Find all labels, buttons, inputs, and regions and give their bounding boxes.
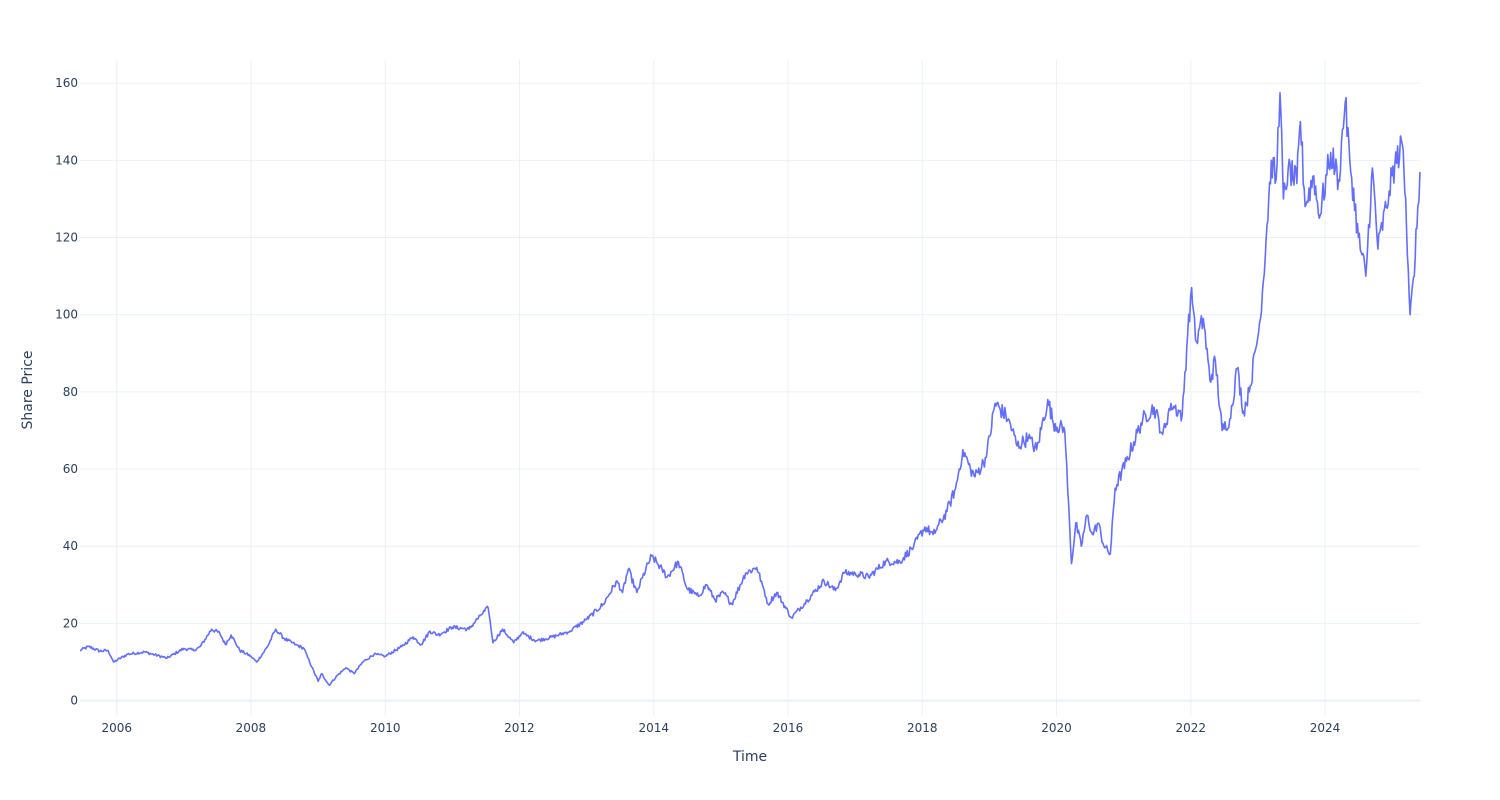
x-tick-label: 2012 — [504, 721, 535, 735]
x-tick-label: 2024 — [1310, 721, 1341, 735]
x-axis-title: Time — [732, 749, 767, 765]
price-series-line — [79, 92, 1421, 686]
y-tick-label: 60 — [63, 462, 78, 476]
x-tick-label: 2006 — [101, 721, 132, 735]
x-tick-label: 2008 — [236, 721, 267, 735]
y-axis-ticks: 0 20 40 60 80 100 120 140 160 — [55, 76, 78, 707]
y-tick-label: 140 — [55, 153, 78, 167]
x-axis-ticks: 2006 2008 2010 2012 2014 2016 2018 2020 2022 2024 — [101, 721, 1340, 735]
y-tick-label: 100 — [55, 308, 78, 322]
series-layer — [79, 92, 1421, 686]
y-tick-label: 160 — [55, 76, 78, 90]
x-tick-label: 2018 — [907, 721, 938, 735]
grid — [80, 60, 1420, 716]
y-axis-title: Share Price — [20, 350, 36, 429]
x-tick-label: 2016 — [773, 721, 804, 735]
y-tick-label: 80 — [63, 385, 78, 399]
x-tick-label: 2020 — [1041, 721, 1072, 735]
x-tick-label: 2010 — [370, 721, 401, 735]
y-tick-label: 120 — [55, 231, 78, 245]
y-tick-label: 0 — [70, 694, 78, 708]
y-tick-label: 20 — [63, 616, 78, 630]
x-tick-label: 2014 — [639, 721, 670, 735]
x-tick-label: 2022 — [1176, 721, 1207, 735]
y-tick-label: 40 — [63, 539, 78, 553]
